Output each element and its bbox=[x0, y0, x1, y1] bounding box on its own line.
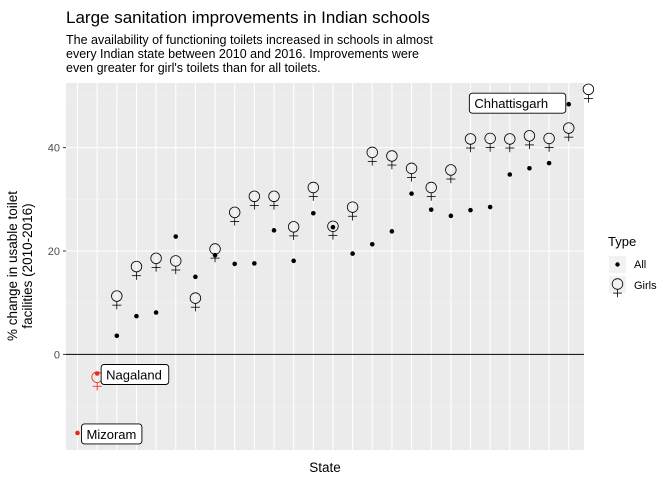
girls-point bbox=[366, 146, 378, 166]
girls-point bbox=[523, 130, 536, 150]
girls-point bbox=[346, 201, 359, 221]
girls-point bbox=[484, 132, 496, 152]
plot-panel bbox=[66, 83, 584, 450]
girls-point bbox=[582, 83, 595, 103]
y-tick-label: 20 bbox=[48, 246, 60, 258]
annotation-box bbox=[468, 92, 567, 114]
all-point bbox=[409, 191, 414, 196]
annotation-label: Nagaland bbox=[106, 367, 162, 382]
all-point bbox=[75, 430, 80, 436]
all-point bbox=[193, 274, 198, 280]
girls-point bbox=[307, 181, 320, 201]
all-point bbox=[232, 261, 237, 267]
all-point bbox=[389, 229, 395, 234]
all-point bbox=[507, 172, 513, 177]
girls-point bbox=[386, 150, 398, 170]
girls-point bbox=[130, 260, 143, 280]
girls-point bbox=[327, 220, 339, 240]
all-point bbox=[271, 228, 277, 233]
data-marks bbox=[75, 83, 595, 436]
y-axis-label-line-2: facilities (2010-2016) bbox=[20, 203, 35, 328]
legend-girls-mark bbox=[611, 278, 624, 298]
all-point bbox=[428, 207, 434, 212]
girls-point bbox=[405, 162, 418, 182]
annotation-label: Mizoram bbox=[87, 427, 137, 442]
all-point bbox=[566, 101, 572, 107]
girls-point bbox=[287, 221, 300, 241]
all-point bbox=[487, 204, 493, 210]
y-axis-label-line-1: % change in usable toilet bbox=[5, 191, 20, 341]
annotations: Nagaland Mizoram Chhattisgarh bbox=[81, 92, 567, 445]
annotation: Nagaland bbox=[100, 364, 170, 385]
all-point bbox=[173, 234, 179, 239]
chart-subtitle-line-3: even greater for girl's toilets than for… bbox=[66, 61, 321, 75]
girls-point bbox=[189, 292, 202, 312]
annotation: Chhattisgarh bbox=[468, 92, 567, 114]
all-point bbox=[291, 258, 296, 264]
annotation-label: Chhattisgarh bbox=[474, 96, 548, 111]
girls-point bbox=[170, 255, 182, 275]
annotation-box bbox=[100, 364, 170, 385]
all-point bbox=[94, 371, 100, 376]
legend-title: Type bbox=[608, 234, 636, 249]
girls-point bbox=[445, 164, 457, 184]
legend-key-girls-symbol bbox=[611, 278, 624, 298]
all-point bbox=[350, 251, 355, 256]
girls-point bbox=[228, 206, 241, 226]
girls-symbol-ring bbox=[582, 83, 595, 95]
all-point bbox=[134, 313, 139, 319]
girls-point bbox=[425, 181, 437, 201]
chart-title: Large sanitation improvements in Indian … bbox=[66, 8, 430, 27]
chart-subtitle-line-2: every Indian state between 2010 and 2016… bbox=[66, 47, 419, 61]
all-point bbox=[311, 210, 316, 216]
y-axis-ticks: 0 20 40 bbox=[48, 143, 66, 361]
all-point bbox=[468, 207, 473, 213]
all-point bbox=[527, 165, 532, 171]
all-point bbox=[330, 224, 336, 230]
girls-point bbox=[543, 132, 555, 152]
legend-label-all: All bbox=[634, 259, 646, 271]
all-point bbox=[114, 333, 120, 339]
girls-point bbox=[464, 133, 477, 153]
all-point bbox=[448, 213, 454, 219]
girls-point bbox=[504, 133, 516, 153]
girls-point bbox=[248, 190, 261, 210]
legend: Type All Girls bbox=[608, 234, 657, 298]
all-point bbox=[153, 310, 159, 315]
legend-label-girls: Girls bbox=[634, 280, 657, 292]
y-tick-label: 40 bbox=[48, 143, 60, 155]
girls-point bbox=[563, 122, 575, 142]
legend-key-all-point bbox=[615, 262, 620, 267]
girls-point bbox=[268, 190, 280, 210]
all-point bbox=[252, 261, 257, 266]
all-point bbox=[369, 241, 375, 247]
girls-point bbox=[111, 290, 123, 310]
all-point bbox=[546, 160, 552, 166]
girls-point bbox=[150, 252, 162, 272]
x-axis-label: State bbox=[309, 460, 341, 475]
annotation: Mizoram bbox=[81, 423, 143, 445]
chart-subtitle-line-1: The availability of functioning toilets … bbox=[66, 33, 433, 47]
y-tick-label: 0 bbox=[54, 349, 60, 361]
all-point bbox=[212, 252, 218, 258]
annotation-box bbox=[81, 423, 143, 445]
